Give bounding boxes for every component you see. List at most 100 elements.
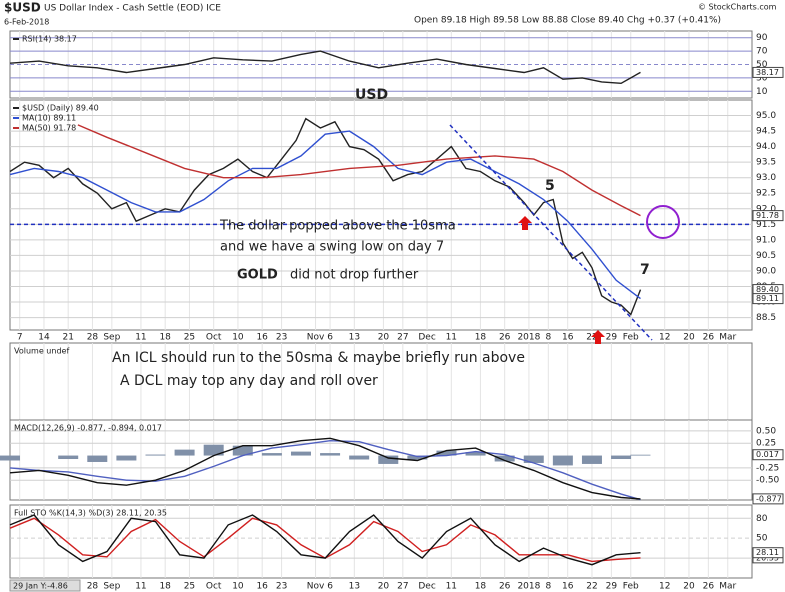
line-series [9,130,641,300]
histogram-bar [116,455,137,461]
y-tick-label: 0.25 [756,439,776,449]
y-tick-label: 93.5 [756,158,776,168]
y-tick-label: 0.50 [756,426,776,436]
histogram-bar [349,455,370,460]
histogram-bar [465,452,486,456]
end-label: 0.017 [756,450,779,459]
x-tick-label: Feb [623,333,639,343]
histogram-bar [87,455,108,462]
trendline [449,124,653,341]
histogram-bar [494,455,515,462]
x-tick-label: 28 [87,582,99,592]
x-tick-label: 16 [256,333,268,343]
end-label: 89.11 [756,294,779,303]
histogram-bar [407,455,428,460]
histogram-bar [0,455,20,461]
panel [9,504,753,579]
date: 6-Feb-2018 [4,18,49,27]
annotation: GOLD [237,268,278,283]
y-tick-label: 30 [756,73,768,83]
x-tick-label: Sep [103,582,120,592]
x-tick-label: 18 [475,582,487,592]
y-tick-label: 91.0 [756,235,776,245]
x-tick-label: 13 [349,333,360,343]
x-tick-label: 20 [683,582,695,592]
x-tick-label: 21 [62,333,73,343]
histogram-bar [611,455,632,460]
legend-label: MA(10) 89.11 [22,114,76,123]
ohlc: Open 89.18 High 89.58 Low 88.88 Close 89… [414,16,721,26]
x-tick-label: Dec [418,333,435,343]
x-tick-label: 16 [256,582,268,592]
y-tick-label: 93.0 [756,173,776,183]
end-label-box [752,547,784,559]
symbol: $USD [4,1,41,15]
panel-title: MACD(12,26,9) -0.877, -0.894, 0.017 [14,424,162,433]
x-tick-label: 14 [38,333,50,343]
y-tick-label: 94.0 [756,142,776,152]
histogram-bar [58,455,79,460]
legend-label: RSI(14) 38.17 [22,35,77,44]
legend-label: MA(50) 91.78 [22,124,76,133]
arrow [518,216,532,230]
end-label-box [752,210,784,222]
x-tick-label: Sep [103,333,120,343]
end-label: 38.17 [756,68,779,77]
x-tick-label: 26 [703,582,715,592]
x-tick-label: 10 [232,582,244,592]
x-tick-label: Oct [206,333,222,343]
y-tick-label: 90.0 [756,266,776,276]
x-tick-label: 23 [276,333,287,343]
end-label: 89.40 [756,285,779,294]
x-tick-label: 29 [606,333,618,343]
x-tick-label: 13 [349,582,360,592]
x-tick-label: Dec [418,582,435,592]
x-tick-label: 16 [562,333,574,343]
x-tick-label: 8 [545,333,551,343]
end-label-box [752,66,784,78]
annotation: An ICL should run to the 50sma & maybe b… [112,350,525,366]
y-tick-label: -0.25 [756,463,779,473]
histogram-bar [523,455,544,463]
end-label: 91.78 [756,211,779,220]
y-tick-label: 80 [756,514,768,524]
line-series [9,437,641,500]
end-label-box [752,449,784,461]
histogram-bar [203,444,224,456]
end-label: -0.877 [756,494,782,503]
histogram-bar [232,445,253,456]
x-tick-label: 26 [703,333,715,343]
x-tick-label: 7 [17,333,23,343]
y-tick-label: -0.50 [756,476,780,486]
annotation: A DCL may top any day and roll over [120,373,378,389]
arrow [591,330,605,344]
annotation: USD [355,87,388,103]
cursor-box [9,579,81,592]
y-tick-label: 94.5 [756,127,776,137]
x-tick-label: 29 [606,582,618,592]
x-tick-label: 20 [378,333,390,343]
x-tick-label: 23 [276,582,287,592]
x-tick-label: 26 [499,333,511,343]
line-series [9,514,641,566]
y-tick-label: 70 [756,47,768,57]
x-tick-label: 18 [159,582,171,592]
annotation: 7 [640,262,650,278]
x-tick-label: 12 [659,582,670,592]
histogram-bar [436,450,457,456]
x-tick-label: 22 [586,333,597,343]
x-tick-label: 25 [184,582,195,592]
y-tick-label: 90.5 [756,251,776,261]
line-series [9,117,642,316]
histogram-bar [581,455,602,464]
x-tick-label: 26 [499,582,511,592]
end-label-box [752,293,784,305]
y-tick-label: 95.0 [756,111,776,121]
y-tick-label: 90 [756,33,768,43]
x-tick-label: 18 [475,333,487,343]
x-tick-label: Oct [206,582,222,592]
x-tick-label: 27 [397,582,408,592]
histogram-bar [290,451,311,456]
y-tick-label: 88.5 [756,313,776,323]
y-tick-label: 92.5 [756,189,776,199]
